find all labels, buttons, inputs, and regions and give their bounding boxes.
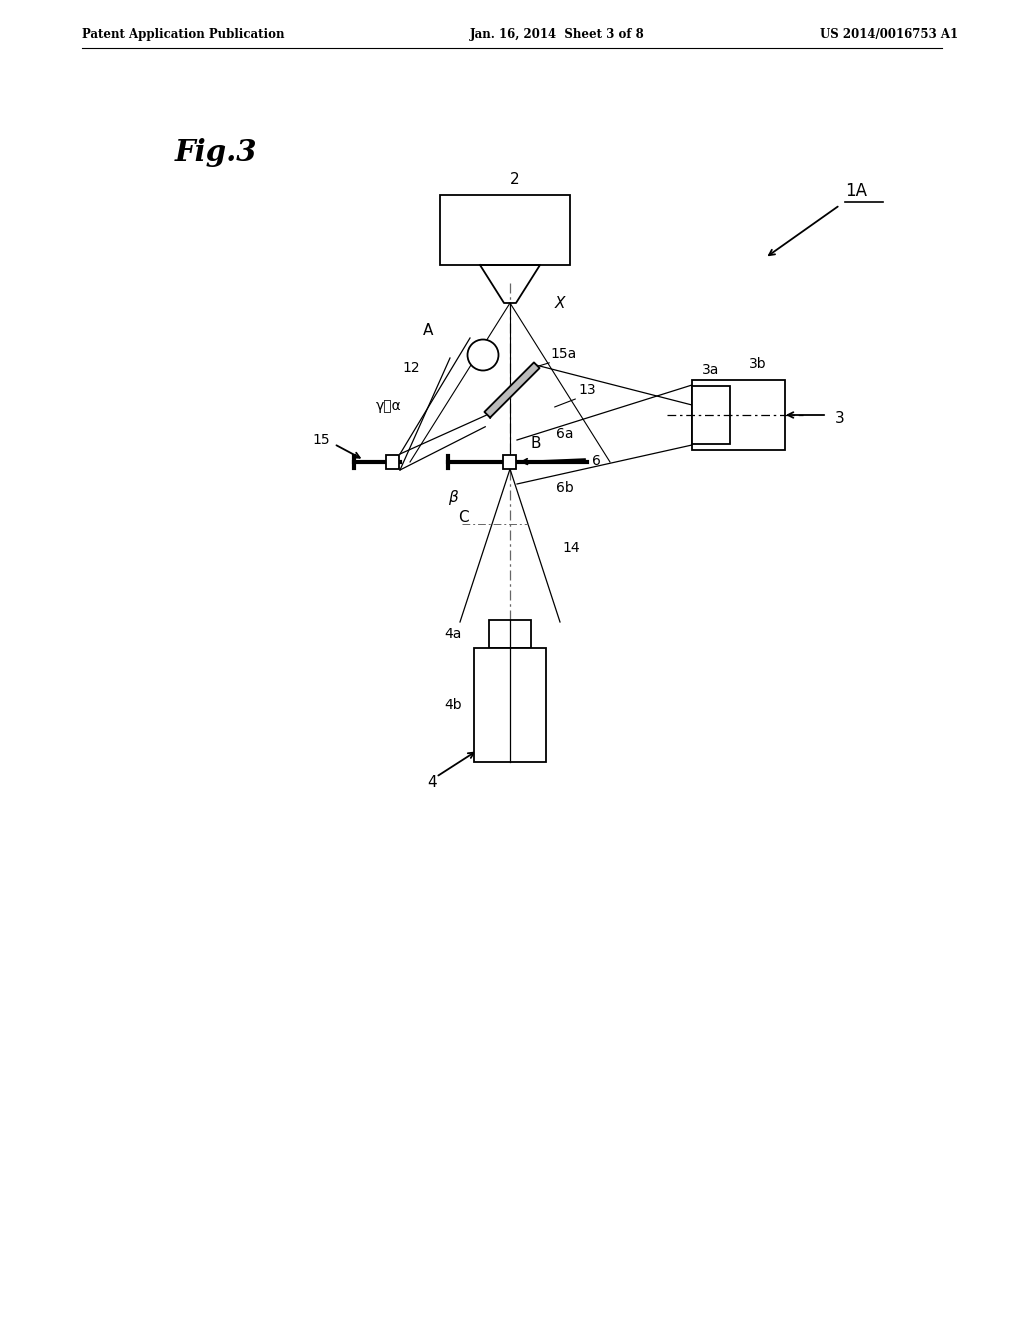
Text: 6: 6 bbox=[592, 454, 601, 469]
Text: 15: 15 bbox=[312, 433, 330, 447]
Text: C: C bbox=[458, 510, 469, 525]
Text: B: B bbox=[530, 436, 541, 451]
Text: 4: 4 bbox=[427, 775, 437, 789]
Text: 6a: 6a bbox=[556, 426, 573, 441]
Text: 14: 14 bbox=[562, 541, 580, 554]
Text: γ、α: γ、α bbox=[376, 399, 402, 413]
Text: 12: 12 bbox=[402, 360, 420, 375]
Bar bbox=[692, 380, 785, 450]
Text: β: β bbox=[447, 490, 458, 506]
Text: 3b: 3b bbox=[749, 356, 766, 371]
Text: 6b: 6b bbox=[556, 480, 573, 495]
Circle shape bbox=[468, 339, 499, 371]
Bar bbox=[385, 455, 398, 469]
Text: 2: 2 bbox=[510, 172, 520, 187]
Text: US 2014/0016753 A1: US 2014/0016753 A1 bbox=[820, 28, 958, 41]
Text: Patent Application Publication: Patent Application Publication bbox=[82, 28, 285, 41]
Bar bbox=[489, 620, 531, 648]
Text: 1A: 1A bbox=[845, 182, 867, 201]
Text: 4a: 4a bbox=[444, 627, 462, 642]
Bar bbox=[440, 195, 570, 265]
Bar bbox=[692, 385, 730, 444]
Text: 4b: 4b bbox=[444, 698, 462, 711]
Bar bbox=[504, 455, 516, 469]
Text: A: A bbox=[423, 323, 433, 338]
Bar bbox=[474, 648, 546, 762]
Text: X: X bbox=[555, 296, 565, 312]
Text: 3a: 3a bbox=[702, 363, 720, 378]
Text: 13: 13 bbox=[578, 383, 596, 397]
Polygon shape bbox=[484, 363, 540, 417]
Text: 15a: 15a bbox=[550, 347, 577, 360]
Text: Fig.3: Fig.3 bbox=[175, 139, 257, 168]
Text: Jan. 16, 2014  Sheet 3 of 8: Jan. 16, 2014 Sheet 3 of 8 bbox=[470, 28, 645, 41]
Text: 3: 3 bbox=[835, 411, 845, 426]
